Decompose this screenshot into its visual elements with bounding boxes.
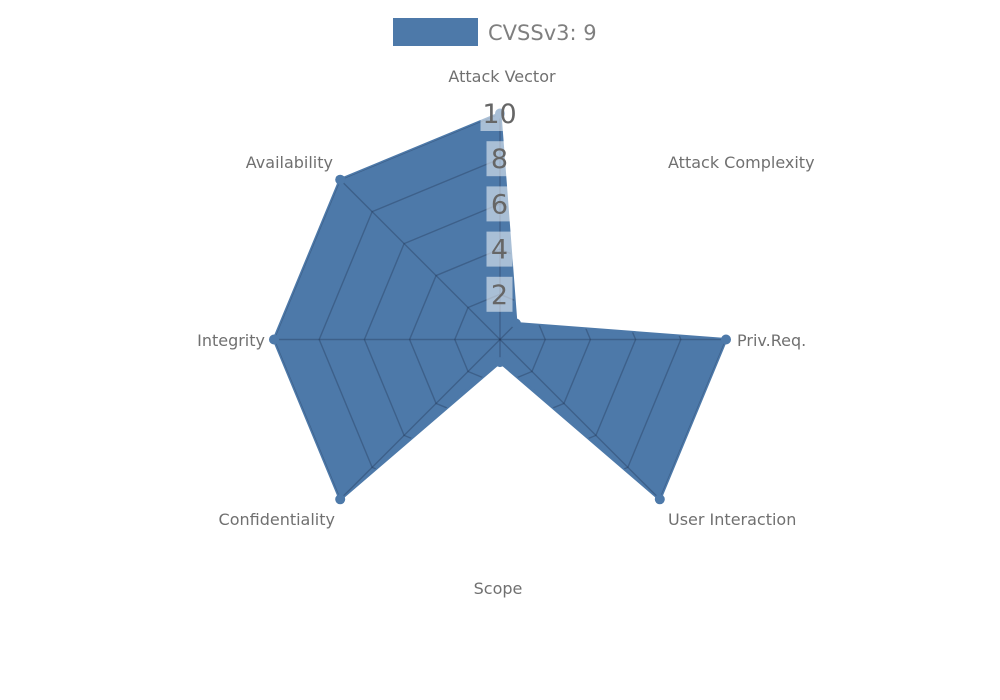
grid-spoke [499,179,661,340]
axis-label-availability: Availability [246,153,333,172]
axis-label-attack-complexity: Attack Complexity [668,153,815,172]
tick-label-bg [486,141,513,177]
tick-label-bg [486,276,513,312]
legend-item[interactable]: CVSSv3: 9 [393,18,597,46]
axis-label-attack-vector: Attack Vector [448,67,556,86]
axis-label-priv-req: Priv.Req. [737,331,806,350]
tick-label-bg [480,96,519,131]
vertex-dot [269,334,279,345]
tick-label-bg [486,186,513,222]
radar-plot-area: 2 4 6 8 10 Attack Vector Attack Complexity Priv… [197,67,814,598]
grid-spoke [339,339,501,500]
vertex-dot [654,494,665,505]
tick-label: 6 [491,189,508,220]
tick-label: 4 [491,235,508,266]
legend-label: CVSSv3: 9 [488,21,597,45]
vertex-dot [335,174,346,185]
legend-swatch-icon [393,18,478,46]
vertex-dot [510,318,521,329]
axis-label-scope: Scope [474,579,523,598]
vertex-dot [335,494,346,505]
grid-spoke [339,179,501,340]
tick-label: 8 [491,144,508,175]
grid-spoke [499,339,661,500]
axis-label-user-interaction: User Interaction [668,510,796,529]
vertex-dot [495,357,505,368]
tick-label: 10 [482,99,516,130]
axis-label-integrity: Integrity [197,331,265,350]
tick-label: 2 [491,280,508,311]
axis-label-confidentiality: Confidentiality [219,510,335,529]
vertex-dot [721,334,731,345]
tick-label-bg [486,231,513,267]
